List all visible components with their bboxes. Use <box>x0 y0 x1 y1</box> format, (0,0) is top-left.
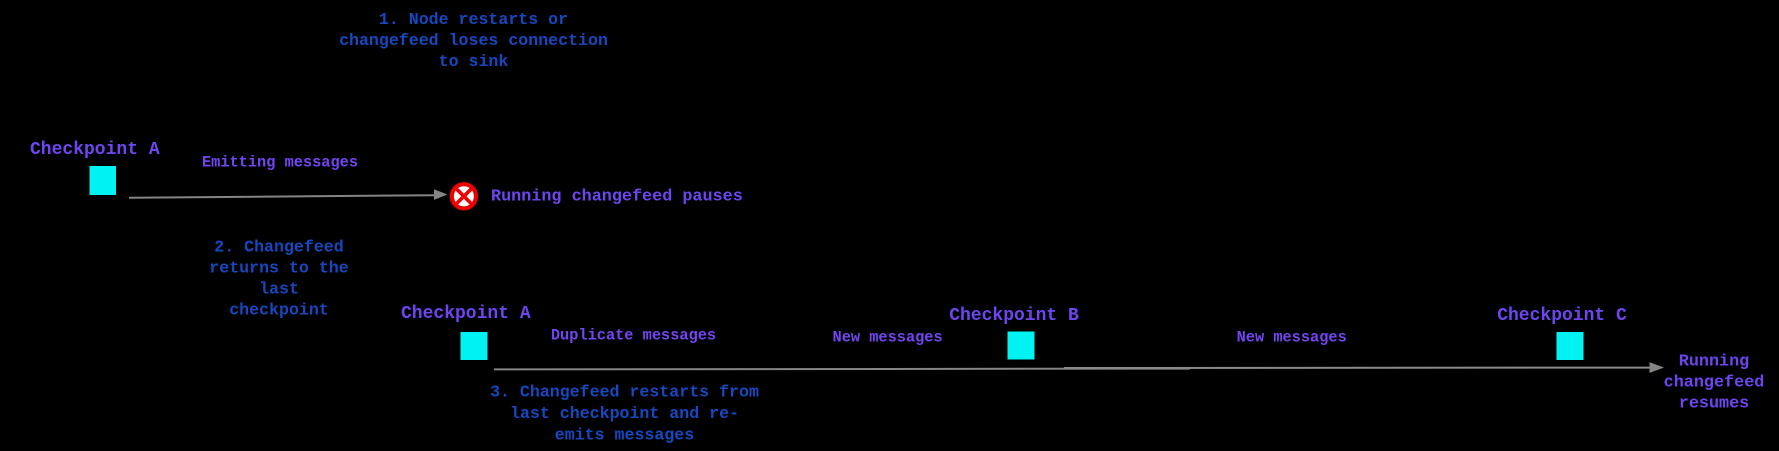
svg-text:to sink: to sink <box>439 52 509 71</box>
svg-text:last checkpoint and re-: last checkpoint and re- <box>510 404 739 423</box>
svg-text:checkpoint: checkpoint <box>229 301 329 320</box>
svg-text:resumes: resumes <box>1679 395 1750 414</box>
svg-text:Checkpoint A: Checkpoint A <box>401 304 531 324</box>
svg-text:Checkpoint A: Checkpoint A <box>30 140 160 160</box>
svg-text:last: last <box>259 280 299 299</box>
svg-text:Running changefeed pauses: Running changefeed pauses <box>491 188 743 207</box>
svg-text:changefeed: changefeed <box>1664 374 1765 393</box>
svg-text:Checkpoint B: Checkpoint B <box>949 306 1079 326</box>
svg-text:New messages: New messages <box>833 328 943 346</box>
svg-text:Checkpoint C: Checkpoint C <box>1497 306 1627 326</box>
svg-text:2. Changefeed: 2. Changefeed <box>214 238 343 257</box>
svg-text:returns to the: returns to the <box>209 259 348 278</box>
svg-text:1. Node restarts or: 1. Node restarts or <box>379 10 568 29</box>
svg-text:changefeed loses connection: changefeed loses connection <box>339 31 608 50</box>
svg-text:3. Changefeed restarts from: 3. Changefeed restarts from <box>490 383 759 402</box>
svg-text:Emitting messages: Emitting messages <box>202 154 358 172</box>
svg-text:Duplicate messages: Duplicate messages <box>551 327 716 345</box>
svg-text:New messages: New messages <box>1237 328 1347 346</box>
svg-text:emits messages: emits messages <box>555 426 694 445</box>
svg-text:Running: Running <box>1679 353 1750 372</box>
